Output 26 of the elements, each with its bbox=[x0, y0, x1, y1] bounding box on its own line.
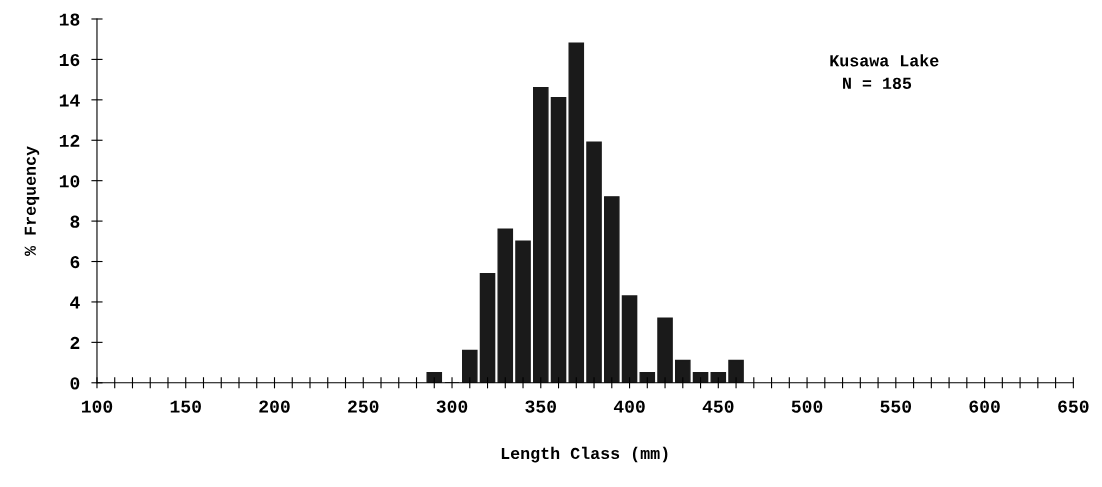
y-tick-label: 2 bbox=[70, 336, 80, 349]
x-tick-label: 100 bbox=[81, 400, 113, 413]
y-tick-label: 8 bbox=[70, 215, 80, 228]
y-tick-label: 10 bbox=[59, 175, 80, 188]
x-tick-label: 650 bbox=[1058, 400, 1089, 413]
x-tick-label: 200 bbox=[259, 400, 290, 413]
y-tick-label: 16 bbox=[59, 53, 80, 67]
x-tick-label: 600 bbox=[969, 400, 1000, 413]
x-tick-label: 350 bbox=[525, 400, 556, 413]
x-tick-label: 300 bbox=[436, 400, 468, 413]
y-tick-label: 4 bbox=[70, 296, 80, 309]
x-tick-label: 550 bbox=[880, 400, 912, 413]
y-tick-label: 12 bbox=[59, 134, 80, 147]
y-axis-title: % Frequency bbox=[24, 146, 40, 256]
y-tick-label: 0 bbox=[70, 377, 80, 390]
x-tick-label: 500 bbox=[791, 400, 823, 413]
x-tick-label: 400 bbox=[613, 400, 645, 413]
x-axis-title: Length Class (mm) bbox=[501, 446, 668, 463]
y-tick-label: 18 bbox=[59, 13, 80, 26]
x-tick-label: 150 bbox=[170, 400, 201, 413]
x-tick-label: 450 bbox=[702, 400, 734, 413]
y-tick-label: 6 bbox=[70, 255, 80, 269]
annotation: N = 185 bbox=[843, 77, 912, 89]
annotation: Kusawa Lake bbox=[830, 54, 939, 67]
y-tick-label: 14 bbox=[59, 94, 80, 107]
x-tick-label: 250 bbox=[348, 400, 379, 413]
